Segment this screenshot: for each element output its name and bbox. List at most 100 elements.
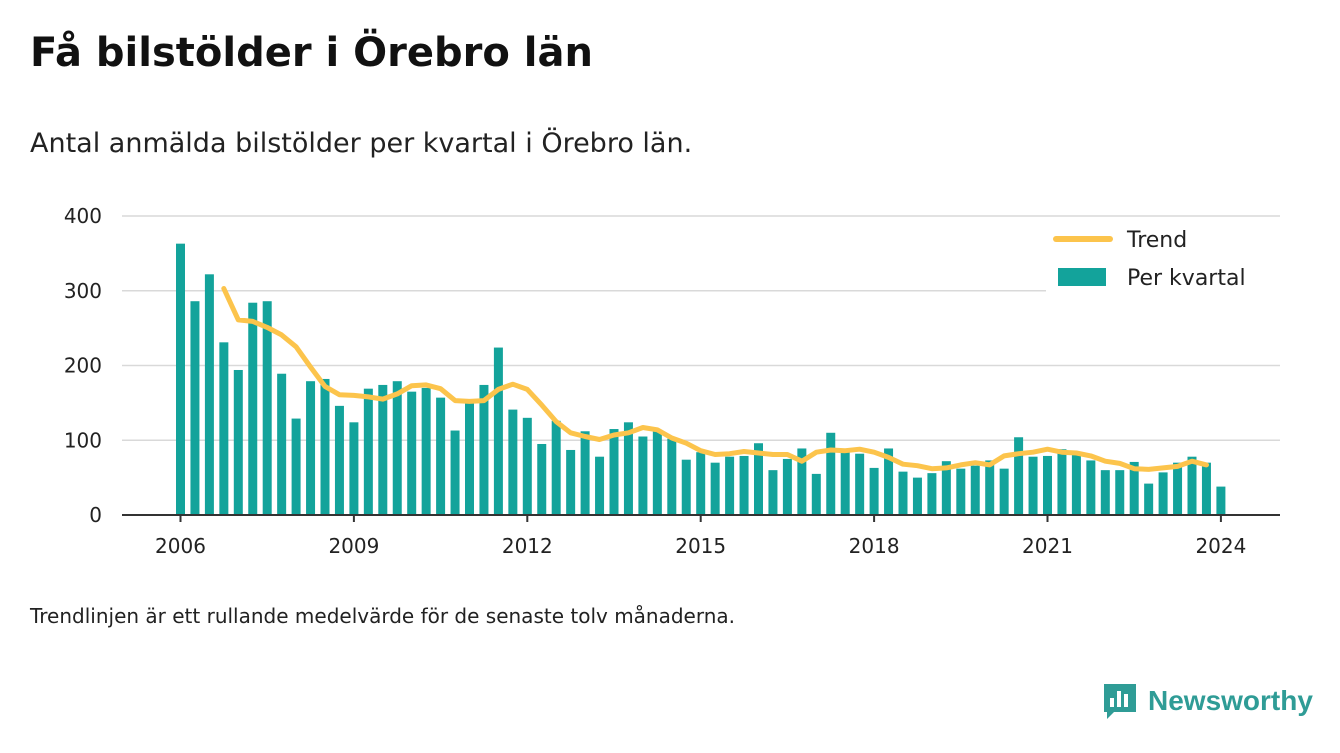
legend-bar-label: Per kvartal — [1127, 266, 1246, 291]
bar — [190, 301, 200, 515]
bar — [1173, 462, 1183, 515]
bar — [1216, 486, 1226, 515]
bar — [811, 473, 821, 515]
bar — [1100, 470, 1110, 515]
y-tick-label: 0 — [89, 503, 102, 527]
bar — [421, 387, 431, 515]
bar — [306, 381, 316, 515]
bar — [623, 422, 633, 515]
bar — [927, 473, 937, 515]
x-tick-label: 2018 — [849, 534, 900, 558]
bar — [826, 432, 836, 515]
bar — [479, 384, 489, 515]
bar — [537, 443, 547, 515]
bar — [233, 369, 243, 515]
bar — [739, 455, 749, 515]
bar — [1014, 437, 1024, 515]
trend-series — [221, 286, 1209, 472]
bar — [970, 465, 980, 515]
bar — [262, 301, 272, 515]
bar — [378, 384, 388, 515]
legend-trend-label: Trend — [1126, 228, 1187, 253]
bar — [1028, 456, 1038, 515]
bar-series — [176, 243, 1226, 515]
bar — [1043, 455, 1052, 515]
bar — [580, 431, 590, 515]
bar — [176, 243, 185, 515]
bar — [1115, 470, 1125, 515]
bar — [407, 391, 417, 515]
bar — [782, 458, 792, 515]
brand-name: Newsworthy — [1148, 685, 1313, 716]
bar — [985, 460, 995, 515]
bar — [840, 451, 850, 515]
bar — [1086, 460, 1096, 515]
y-tick-label: 100 — [64, 428, 102, 452]
bar — [493, 347, 503, 515]
brand-logo: Newsworthy — [1102, 682, 1313, 720]
trend-line — [221, 286, 1209, 472]
bar — [334, 405, 344, 515]
x-tick-label: 2021 — [1022, 534, 1073, 558]
bar — [869, 467, 879, 515]
bar — [219, 342, 229, 515]
bar — [320, 378, 330, 515]
y-tick-label: 300 — [64, 279, 102, 303]
bar — [1071, 453, 1081, 515]
legend-bar-swatch — [1058, 268, 1106, 286]
bar — [638, 436, 648, 515]
bar — [291, 418, 301, 515]
x-tick-label: 2006 — [155, 534, 206, 558]
y-tick-label: 200 — [64, 354, 102, 378]
bar — [667, 438, 677, 515]
bar — [652, 429, 662, 515]
bar — [595, 456, 605, 515]
x-tick-label: 2009 — [328, 534, 379, 558]
bar — [522, 417, 532, 515]
bar — [898, 471, 908, 515]
y-tick-label: 400 — [64, 204, 102, 228]
bar — [725, 456, 735, 515]
bar — [465, 399, 474, 515]
x-tick-label: 2015 — [675, 534, 726, 558]
x-tick-label: 2012 — [502, 534, 553, 558]
bar — [436, 397, 446, 515]
legend: Trend Per kvartal — [1046, 220, 1282, 292]
bar — [248, 302, 258, 515]
bar — [1057, 449, 1067, 515]
bar — [363, 388, 373, 515]
x-tick-label: 2024 — [1195, 534, 1246, 558]
bar — [681, 459, 691, 515]
grid-lines — [122, 215, 1280, 441]
bar — [551, 420, 561, 515]
bar — [566, 449, 576, 515]
bar — [508, 409, 518, 515]
bar — [710, 462, 720, 515]
bar — [204, 274, 214, 515]
bar — [1187, 456, 1197, 515]
chart-subtitle: Antal anmälda bilstölder per kvartal i Ö… — [30, 128, 693, 159]
bar — [450, 430, 460, 515]
chart: 0 100 200 300 400 2006 2009 2012 2015 2018 2021 202… — [64, 204, 1282, 558]
bar — [912, 477, 922, 515]
bar — [754, 443, 763, 515]
bar — [1201, 462, 1211, 515]
bar — [884, 448, 894, 515]
bar — [349, 422, 359, 515]
chart-title: Få bilstölder i Örebro län — [30, 30, 593, 76]
bar — [956, 468, 966, 515]
axes: 0 100 200 300 400 2006 2009 2012 2015 2018 2021 202… — [64, 204, 1280, 558]
bar — [277, 373, 287, 515]
bar — [1144, 483, 1154, 515]
bar — [609, 429, 619, 515]
bar — [797, 448, 807, 515]
bar — [941, 461, 951, 515]
footnote: Trendlinjen är ett rullande medelvärde f… — [30, 604, 736, 628]
bar — [1158, 472, 1168, 515]
bar — [696, 452, 706, 515]
bar — [768, 470, 778, 515]
newsworthy-logo-icon — [1104, 684, 1136, 719]
bar — [1129, 461, 1139, 515]
bar — [392, 381, 402, 515]
bar — [999, 468, 1009, 515]
